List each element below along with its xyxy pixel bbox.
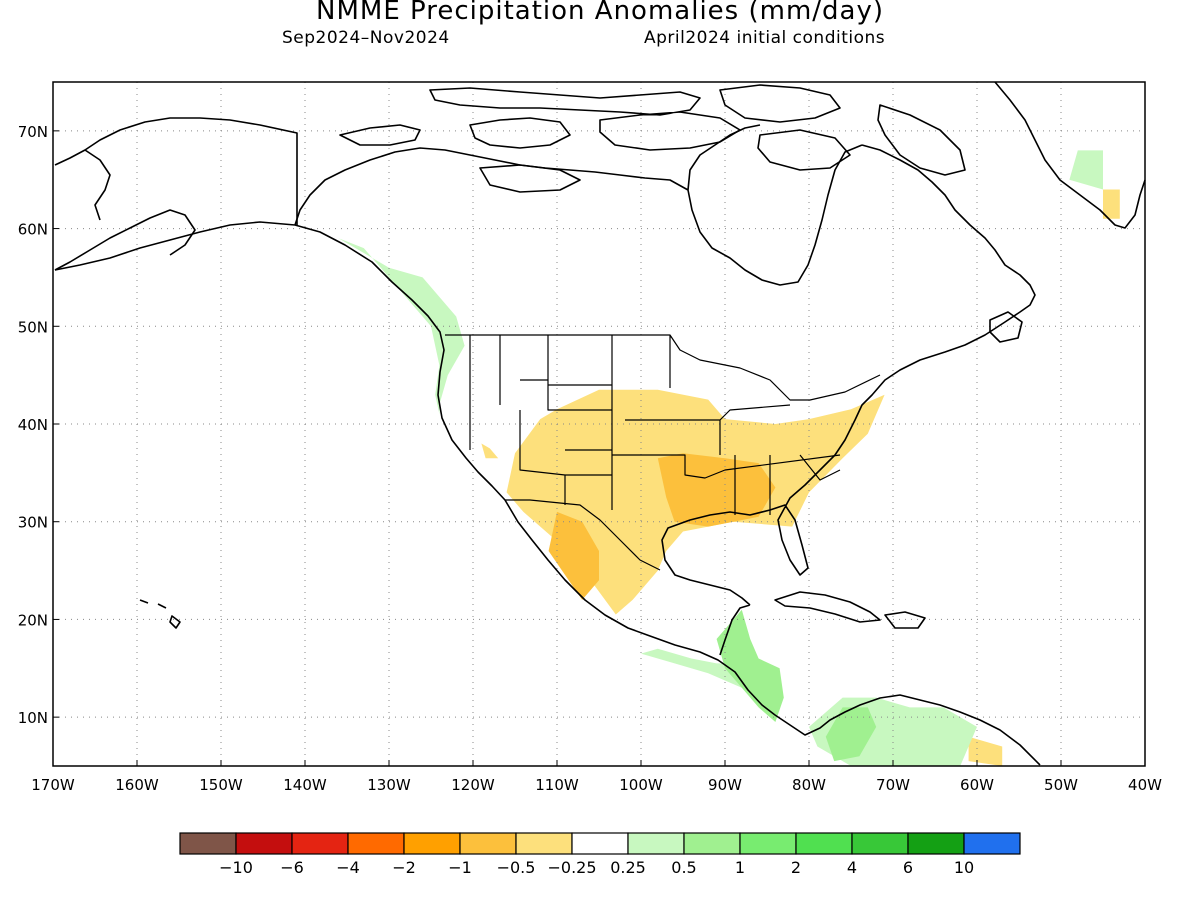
north-america-coastline	[54, 124, 1041, 766]
colorbar-label: 10	[954, 858, 974, 877]
colorbar-legend: −10 −6 −4 −2 −1 −0.5 −0.25 0.25 0.5 1 2 4 6 10	[179, 832, 1021, 877]
lat-tick-label: 60N	[18, 221, 48, 239]
colorbar-swatch	[683, 832, 741, 855]
anomaly-region-8	[641, 648, 759, 688]
colorbar-swatch	[179, 832, 237, 855]
lon-tick-label: 70W	[876, 776, 910, 794]
axis-labels: 170W 160W 150W 140W 130W 120W 110W 100W 90W 80W 70…	[18, 123, 1162, 794]
lon-tick-label: 50W	[1044, 776, 1078, 794]
lon-tick-label: 40W	[1128, 776, 1162, 794]
colorbar-label: −1	[448, 858, 472, 877]
greenland-coastline	[994, 81, 1146, 229]
lat-tick-label: 20N	[18, 611, 48, 629]
newfoundland-coastline	[989, 311, 1023, 343]
anomaly-region-6	[548, 511, 599, 600]
arctic-islands	[339, 84, 966, 193]
colorbar-swatch	[907, 832, 965, 855]
lon-tick-label: 150W	[199, 776, 243, 794]
anomaly-region-12	[825, 707, 877, 762]
lon-tick-label: 120W	[451, 776, 495, 794]
anomaly-region-5	[657, 453, 776, 527]
lat-lon-gridlines	[53, 82, 1145, 766]
colorbar-label: 0.25	[610, 858, 646, 877]
lon-tick-label: 160W	[115, 776, 159, 794]
colorbar-swatch	[963, 832, 1021, 855]
colorbar-swatch	[403, 832, 461, 855]
alaska-coastline	[54, 117, 298, 271]
lon-tick-label: 100W	[619, 776, 663, 794]
map-title: NMME Precipitation Anomalies (mm/day)	[316, 0, 884, 26]
hawaii-islands	[139, 599, 181, 629]
anomaly-region-9	[1069, 150, 1103, 190]
colorbar-label: 6	[903, 858, 913, 877]
lon-tick-label: 170W	[31, 776, 75, 794]
anomaly-region-4	[968, 736, 1003, 766]
lat-tick-label: 40N	[18, 416, 48, 434]
colorbar-swatch	[571, 832, 629, 855]
colorbar-swatch	[739, 832, 797, 855]
initial-conditions: April2024 initial conditions	[644, 28, 886, 48]
lon-tick-label: 80W	[792, 776, 826, 794]
colorbar-label: −2	[392, 858, 416, 877]
colorbar-label: −6	[280, 858, 304, 877]
coastlines-and-borders	[54, 81, 1146, 766]
colorbar-label: −0.5	[497, 858, 536, 877]
colorbar-swatch	[347, 832, 405, 855]
colorbar-label: −10	[219, 858, 253, 877]
colorbar-label: −0.25	[547, 858, 596, 877]
colorbar-label: 2	[791, 858, 801, 877]
forecast-period: Sep2024–Nov2024	[282, 28, 450, 48]
cuba-coastline	[774, 591, 881, 623]
lon-tick-label: 110W	[535, 776, 579, 794]
anomaly-fill-layer	[338, 150, 1120, 766]
colorbar-label: 1	[735, 858, 745, 877]
lat-tick-label: 10N	[18, 709, 48, 727]
lat-tick-label: 50N	[18, 318, 48, 336]
political-borders	[445, 334, 881, 571]
lon-tick-label: 90W	[708, 776, 742, 794]
anomaly-region-11	[716, 609, 784, 722]
colorbar-swatch	[851, 832, 909, 855]
lat-tick-label: 70N	[18, 123, 48, 141]
lon-tick-label: 60W	[960, 776, 994, 794]
colorbar-label: 0.5	[671, 858, 696, 877]
colorbar-swatch	[515, 832, 573, 855]
anomaly-region-1	[481, 443, 499, 459]
colorbar-swatch	[795, 832, 853, 855]
colorbar-swatch	[627, 832, 685, 855]
colorbar-swatch	[291, 832, 349, 855]
anomaly-region-2	[1103, 189, 1120, 219]
lon-tick-label: 130W	[367, 776, 411, 794]
colorbar-label: −4	[336, 858, 360, 877]
lat-tick-label: 30N	[18, 514, 48, 532]
colorbar-label: 4	[847, 858, 857, 877]
colorbar-swatch	[459, 832, 517, 855]
colorbar-swatch	[235, 832, 293, 855]
hispaniola-coastline	[884, 611, 926, 629]
lon-tick-label: 140W	[283, 776, 327, 794]
anomaly-region-7	[338, 238, 465, 415]
